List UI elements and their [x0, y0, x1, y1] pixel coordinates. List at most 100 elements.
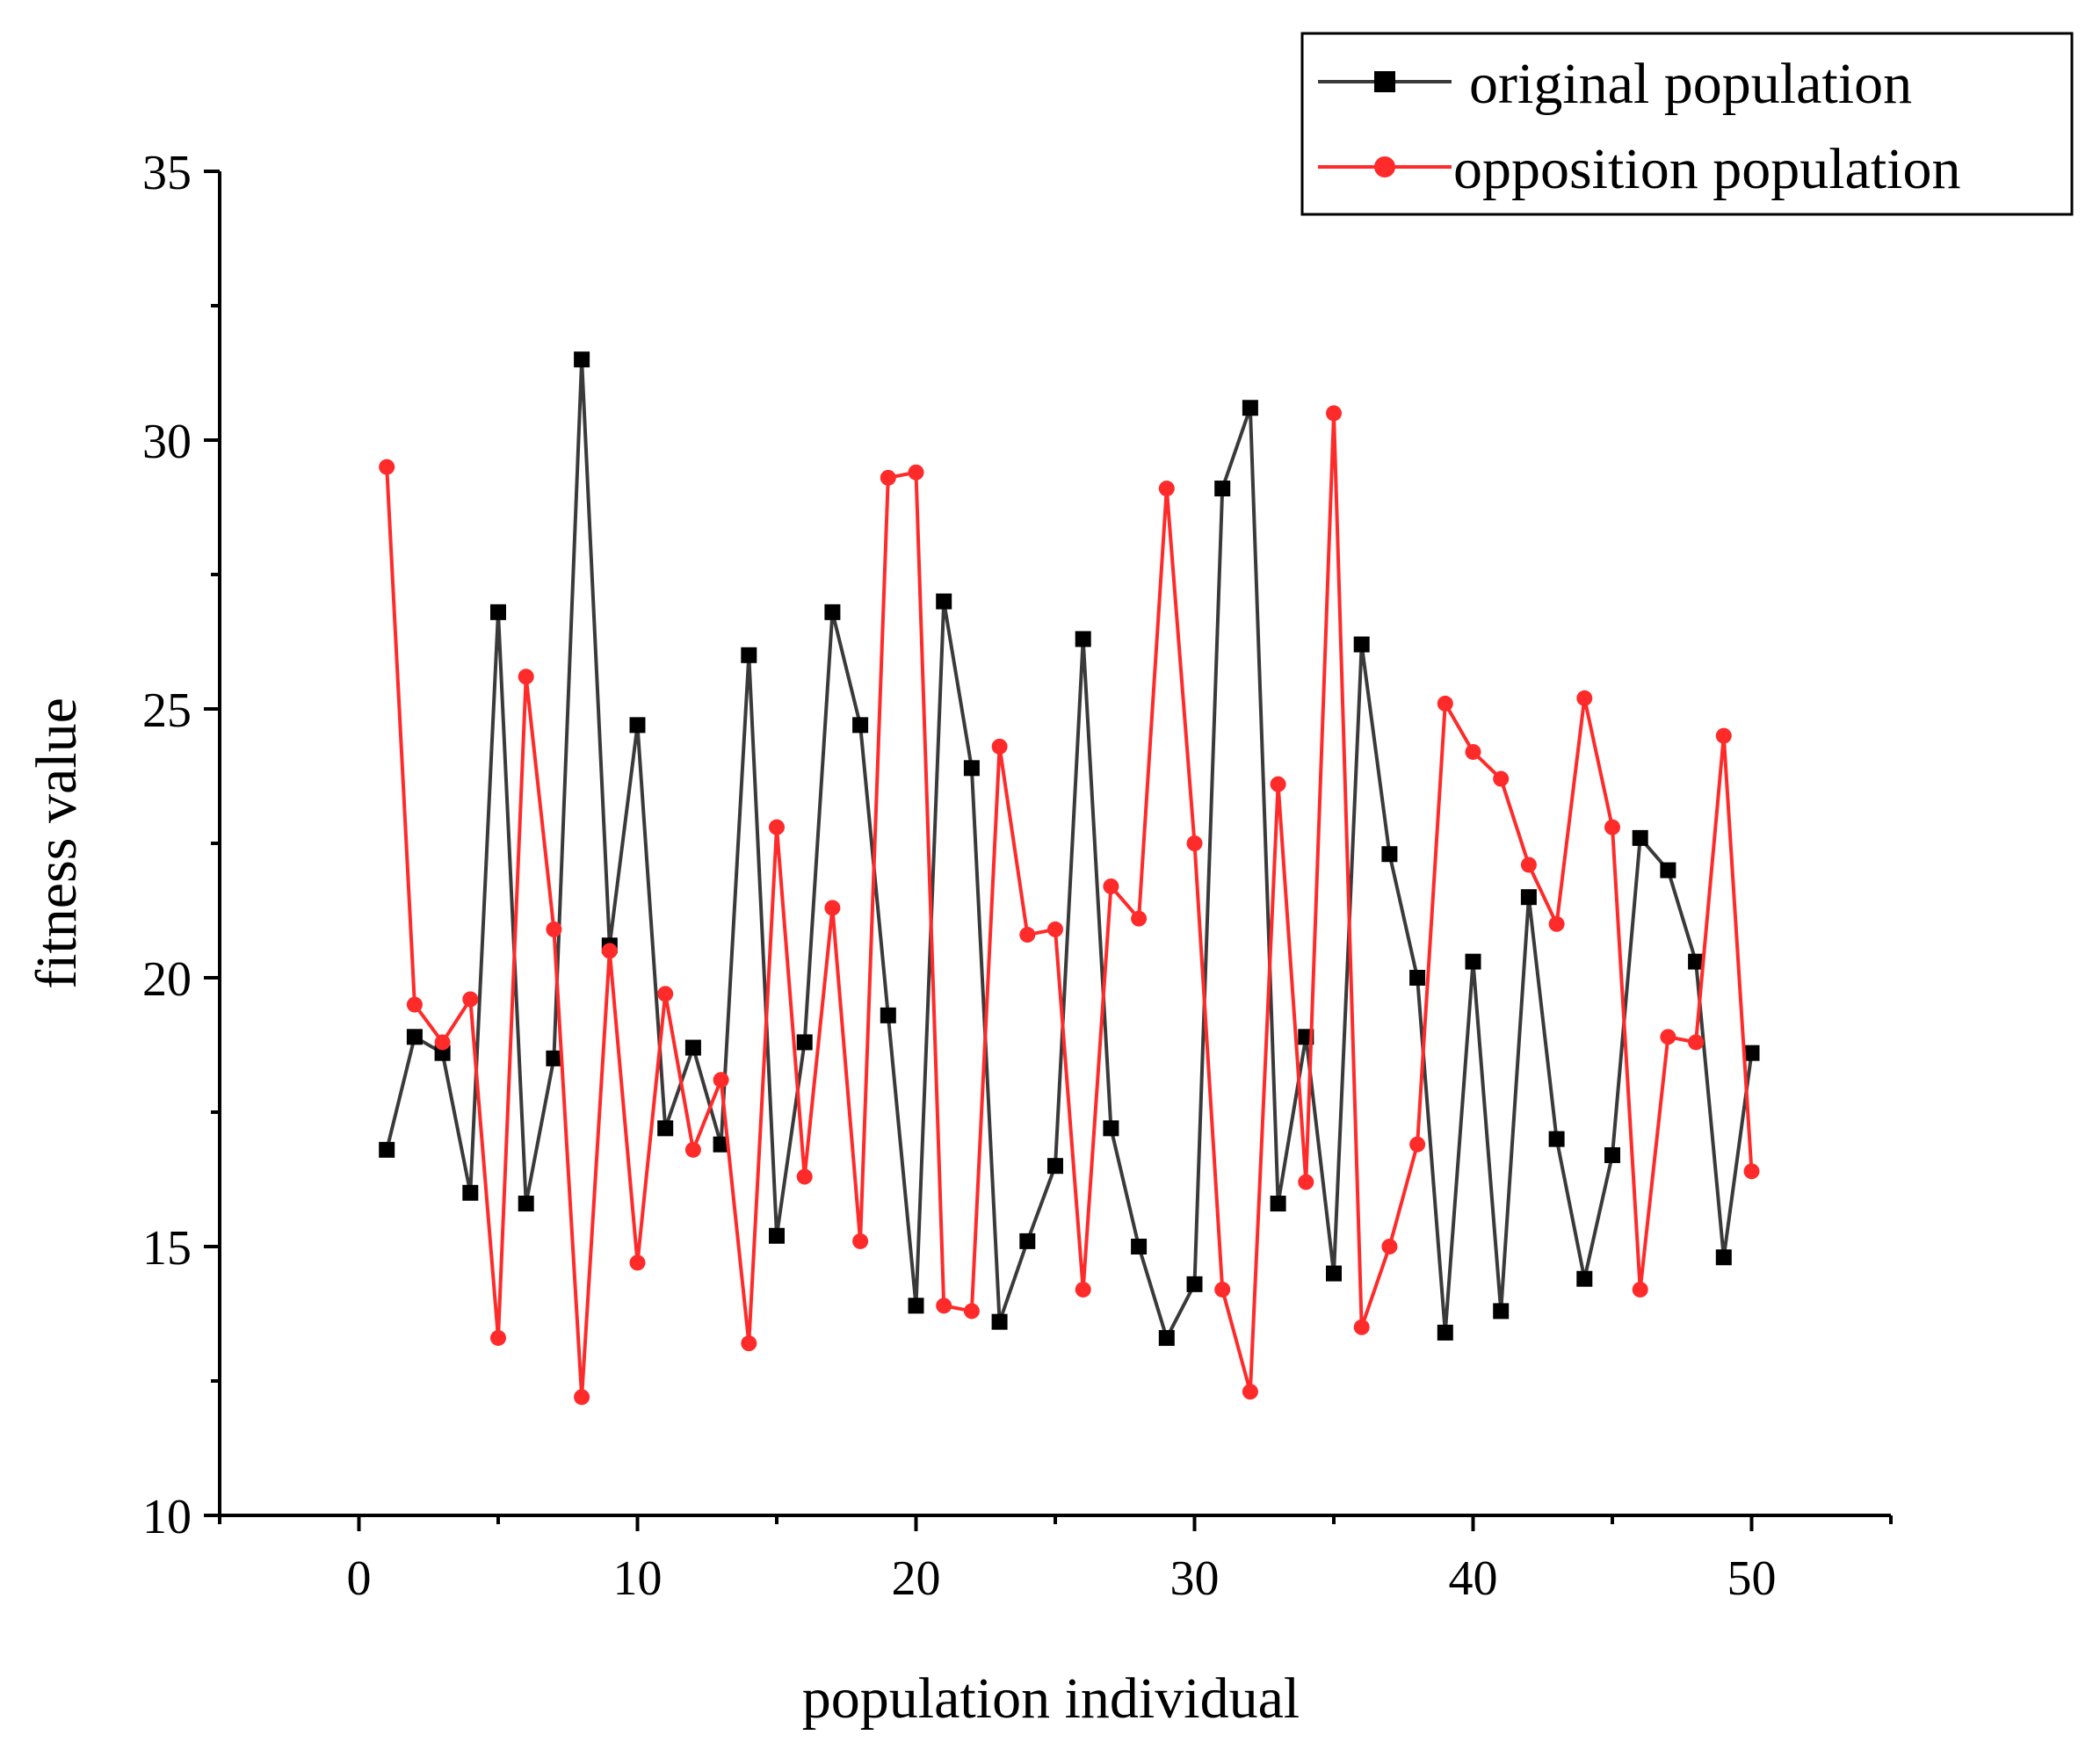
data-point: [684, 1141, 701, 1158]
data-point: [1047, 921, 1063, 937]
data-point: [1409, 1136, 1426, 1153]
data-point: [1465, 953, 1481, 970]
y-tick-label: 30: [142, 415, 192, 469]
data-point: [769, 1227, 785, 1244]
data-point: [963, 760, 980, 777]
data-point: [880, 469, 896, 486]
legend-marker-original: [1374, 71, 1395, 92]
data-point: [1075, 1281, 1091, 1298]
data-point: [741, 647, 757, 663]
data-point: [1743, 1045, 1760, 1061]
legend-box: [1300, 32, 2074, 216]
data-point: [1298, 1174, 1314, 1190]
x-tick-label: 20: [892, 1551, 941, 1606]
data-point: [1548, 915, 1565, 932]
data-point: [908, 1298, 924, 1314]
data-point: [1465, 743, 1481, 760]
x-axis-title: population individual: [802, 1666, 1300, 1731]
series-opposition: [379, 405, 1760, 1406]
data-point: [657, 1120, 674, 1137]
data-point: [1409, 970, 1426, 986]
series-line-original: [385, 358, 1754, 1341]
x-tick-label: 10: [613, 1551, 663, 1606]
legend-label-opposition: opposition population: [1453, 137, 1961, 201]
data-point: [1660, 1029, 1676, 1045]
data-point: [1381, 1239, 1398, 1254]
data-point: [1019, 927, 1036, 943]
data-point: [1353, 636, 1370, 653]
data-point: [1493, 770, 1510, 787]
axes: 0 10 20 30 40 50 10 15 20 25 30 35: [142, 146, 1893, 1606]
data-point: [1131, 1239, 1148, 1254]
data-point: [490, 1330, 506, 1347]
data-point: [1131, 910, 1148, 927]
data-point: [1437, 695, 1453, 712]
data-point: [462, 1184, 479, 1201]
data-point: [462, 991, 479, 1008]
y-tick-label: 20: [142, 952, 192, 1007]
data-point: [852, 717, 869, 734]
data-point: [1075, 631, 1091, 647]
data-point: [1632, 829, 1648, 846]
x-tick-label: 40: [1449, 1551, 1498, 1606]
data-point: [852, 1233, 869, 1249]
data-point: [824, 900, 841, 916]
data-point: [1353, 1319, 1370, 1335]
data-point: [1326, 405, 1342, 422]
data-point: [379, 1141, 395, 1158]
data-point: [1493, 1303, 1510, 1319]
data-point: [574, 351, 590, 368]
y-tick-label: 15: [142, 1221, 192, 1276]
legend: original population opposition populatio…: [1300, 32, 2074, 216]
data-point: [824, 604, 841, 620]
data-point: [1326, 1265, 1342, 1282]
data-point: [1715, 1249, 1732, 1266]
data-point: [908, 464, 924, 481]
data-point: [1660, 862, 1676, 878]
data-point: [518, 669, 534, 685]
data-point: [1520, 889, 1537, 906]
y-tick-label: 25: [142, 683, 192, 738]
data-point: [1548, 1131, 1565, 1147]
data-point: [1214, 1281, 1231, 1298]
data-point: [1019, 1233, 1036, 1249]
legend-marker-opposition: [1374, 156, 1395, 177]
data-point: [963, 1303, 980, 1319]
data-point: [629, 717, 646, 734]
data-point: [434, 1034, 451, 1051]
data-point: [406, 996, 423, 1013]
data-point: [1437, 1324, 1453, 1341]
data-point: [1381, 846, 1398, 863]
data-point: [1270, 776, 1286, 792]
data-point: [991, 1313, 1008, 1330]
data-point: [1186, 1276, 1203, 1292]
data-point: [546, 921, 562, 937]
series-original: [379, 351, 1760, 1347]
data-point: [1242, 1384, 1258, 1400]
data-point: [1214, 481, 1231, 497]
data-point: [796, 1034, 813, 1051]
data-point: [1604, 819, 1620, 835]
data-point: [1632, 1281, 1648, 1298]
y-tick-label: 10: [142, 1490, 192, 1544]
data-point: [1576, 690, 1593, 706]
y-tick-label: 35: [142, 146, 192, 200]
data-point: [936, 1298, 952, 1314]
data-point: [741, 1335, 757, 1352]
data-point: [546, 1050, 562, 1066]
data-point: [880, 1007, 896, 1023]
legend-label-original: original population: [1469, 52, 1912, 116]
data-point: [1688, 953, 1705, 970]
y-axis-title: fitness value: [25, 698, 89, 989]
data-point: [713, 1072, 729, 1088]
data-point: [490, 604, 506, 620]
data-point: [769, 819, 785, 835]
data-point: [1688, 1034, 1705, 1051]
data-point: [936, 593, 952, 610]
x-tick-label: 0: [347, 1551, 372, 1606]
x-tick-label: 30: [1170, 1551, 1220, 1606]
data-point: [1103, 1120, 1119, 1137]
series-layer: [379, 351, 1760, 1406]
series-line-opposition: [385, 411, 1754, 1399]
